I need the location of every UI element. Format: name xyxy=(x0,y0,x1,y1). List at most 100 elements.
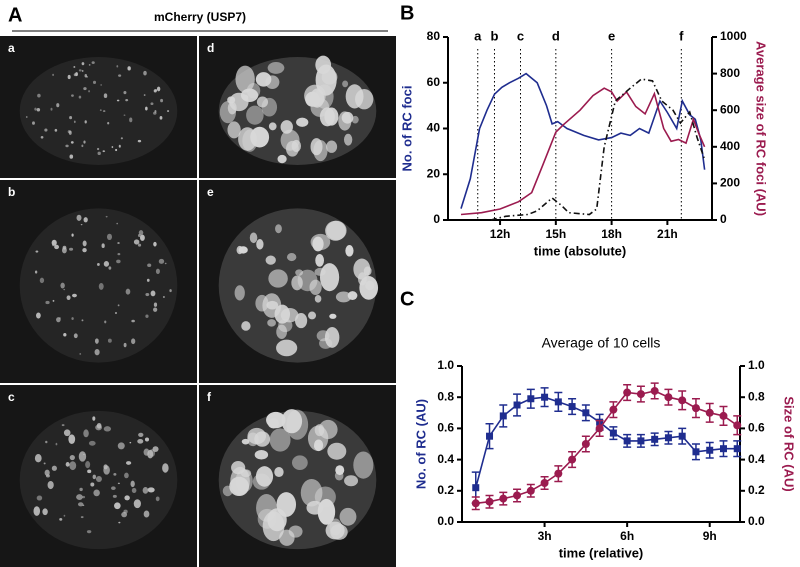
focus xyxy=(81,144,84,148)
focus xyxy=(98,282,104,290)
focus xyxy=(92,80,97,84)
focus xyxy=(69,454,75,461)
event-label: e xyxy=(608,28,615,43)
focus xyxy=(83,453,85,456)
focus xyxy=(114,502,121,510)
y2-axis-label: Average size of RC foci (AU) xyxy=(754,41,769,216)
focus xyxy=(71,94,74,97)
point xyxy=(540,479,549,487)
focus xyxy=(83,429,89,438)
point xyxy=(471,499,480,508)
focus xyxy=(75,72,78,77)
focus xyxy=(315,55,332,75)
focus xyxy=(137,139,142,143)
focus xyxy=(108,266,112,270)
image-label: f xyxy=(207,390,212,404)
focus xyxy=(76,494,83,500)
focus xyxy=(308,311,317,320)
point xyxy=(485,497,494,506)
focus xyxy=(129,441,132,444)
focus xyxy=(34,107,37,111)
focus xyxy=(76,214,82,221)
focus xyxy=(69,247,74,251)
focus xyxy=(81,69,84,73)
focus xyxy=(118,521,121,524)
focus xyxy=(124,472,129,479)
focus xyxy=(144,437,150,442)
focus xyxy=(116,259,121,264)
focus xyxy=(95,475,102,483)
point xyxy=(678,432,686,440)
focus xyxy=(69,461,77,471)
focus xyxy=(88,90,91,93)
focus xyxy=(123,114,126,116)
point xyxy=(513,401,521,409)
point xyxy=(691,404,700,413)
point xyxy=(733,421,742,430)
point xyxy=(486,432,494,440)
focus xyxy=(335,291,352,303)
focus xyxy=(353,258,371,280)
x-tick-label: 21h xyxy=(657,227,678,241)
focus xyxy=(78,95,82,99)
focus xyxy=(52,243,55,247)
focus xyxy=(88,440,96,446)
focus xyxy=(62,245,67,250)
focus xyxy=(116,65,119,68)
focus xyxy=(120,137,123,140)
focus xyxy=(347,291,358,300)
focus xyxy=(324,326,340,348)
focus xyxy=(137,243,142,247)
focus xyxy=(84,120,87,124)
y-tick-label: 0.4 xyxy=(437,452,454,466)
y2-tick-label: 0.8 xyxy=(748,389,765,403)
focus xyxy=(241,438,250,445)
focus xyxy=(234,285,245,301)
focus xyxy=(131,338,136,345)
image-label: c xyxy=(8,390,15,404)
focus xyxy=(279,529,295,546)
point xyxy=(568,455,577,464)
focus xyxy=(254,450,269,460)
series-line xyxy=(460,87,706,216)
focus xyxy=(129,117,133,123)
focus xyxy=(106,233,113,241)
focus xyxy=(72,293,77,298)
x-tick-label: 3h xyxy=(538,529,552,543)
focus xyxy=(65,144,69,148)
focus xyxy=(275,224,282,234)
focus xyxy=(63,429,71,437)
focus xyxy=(156,86,161,92)
focus xyxy=(103,260,110,267)
focus xyxy=(85,461,91,469)
focus xyxy=(241,321,251,331)
focus xyxy=(153,302,158,307)
focus xyxy=(118,74,122,77)
focus xyxy=(82,240,87,247)
event-label: b xyxy=(491,28,499,43)
point xyxy=(678,396,687,405)
focus xyxy=(143,510,150,518)
x-tick-label: 6h xyxy=(620,529,634,543)
focus xyxy=(82,495,86,499)
focus xyxy=(113,473,117,476)
y-tick-label: 0.8 xyxy=(437,389,454,403)
focus xyxy=(117,253,121,256)
focus xyxy=(291,275,303,291)
point xyxy=(582,409,590,417)
focus xyxy=(353,451,374,479)
point xyxy=(705,408,714,417)
y-tick-label: 80 xyxy=(427,29,441,43)
focus xyxy=(155,268,160,275)
focus xyxy=(84,73,88,78)
focus xyxy=(71,317,74,321)
focus xyxy=(69,116,73,120)
image-label: e xyxy=(207,185,214,199)
focus xyxy=(315,254,325,267)
focus xyxy=(152,446,159,453)
focus xyxy=(97,263,100,266)
focus xyxy=(276,492,297,517)
point xyxy=(527,395,535,403)
focus xyxy=(118,144,121,148)
point xyxy=(651,435,659,443)
